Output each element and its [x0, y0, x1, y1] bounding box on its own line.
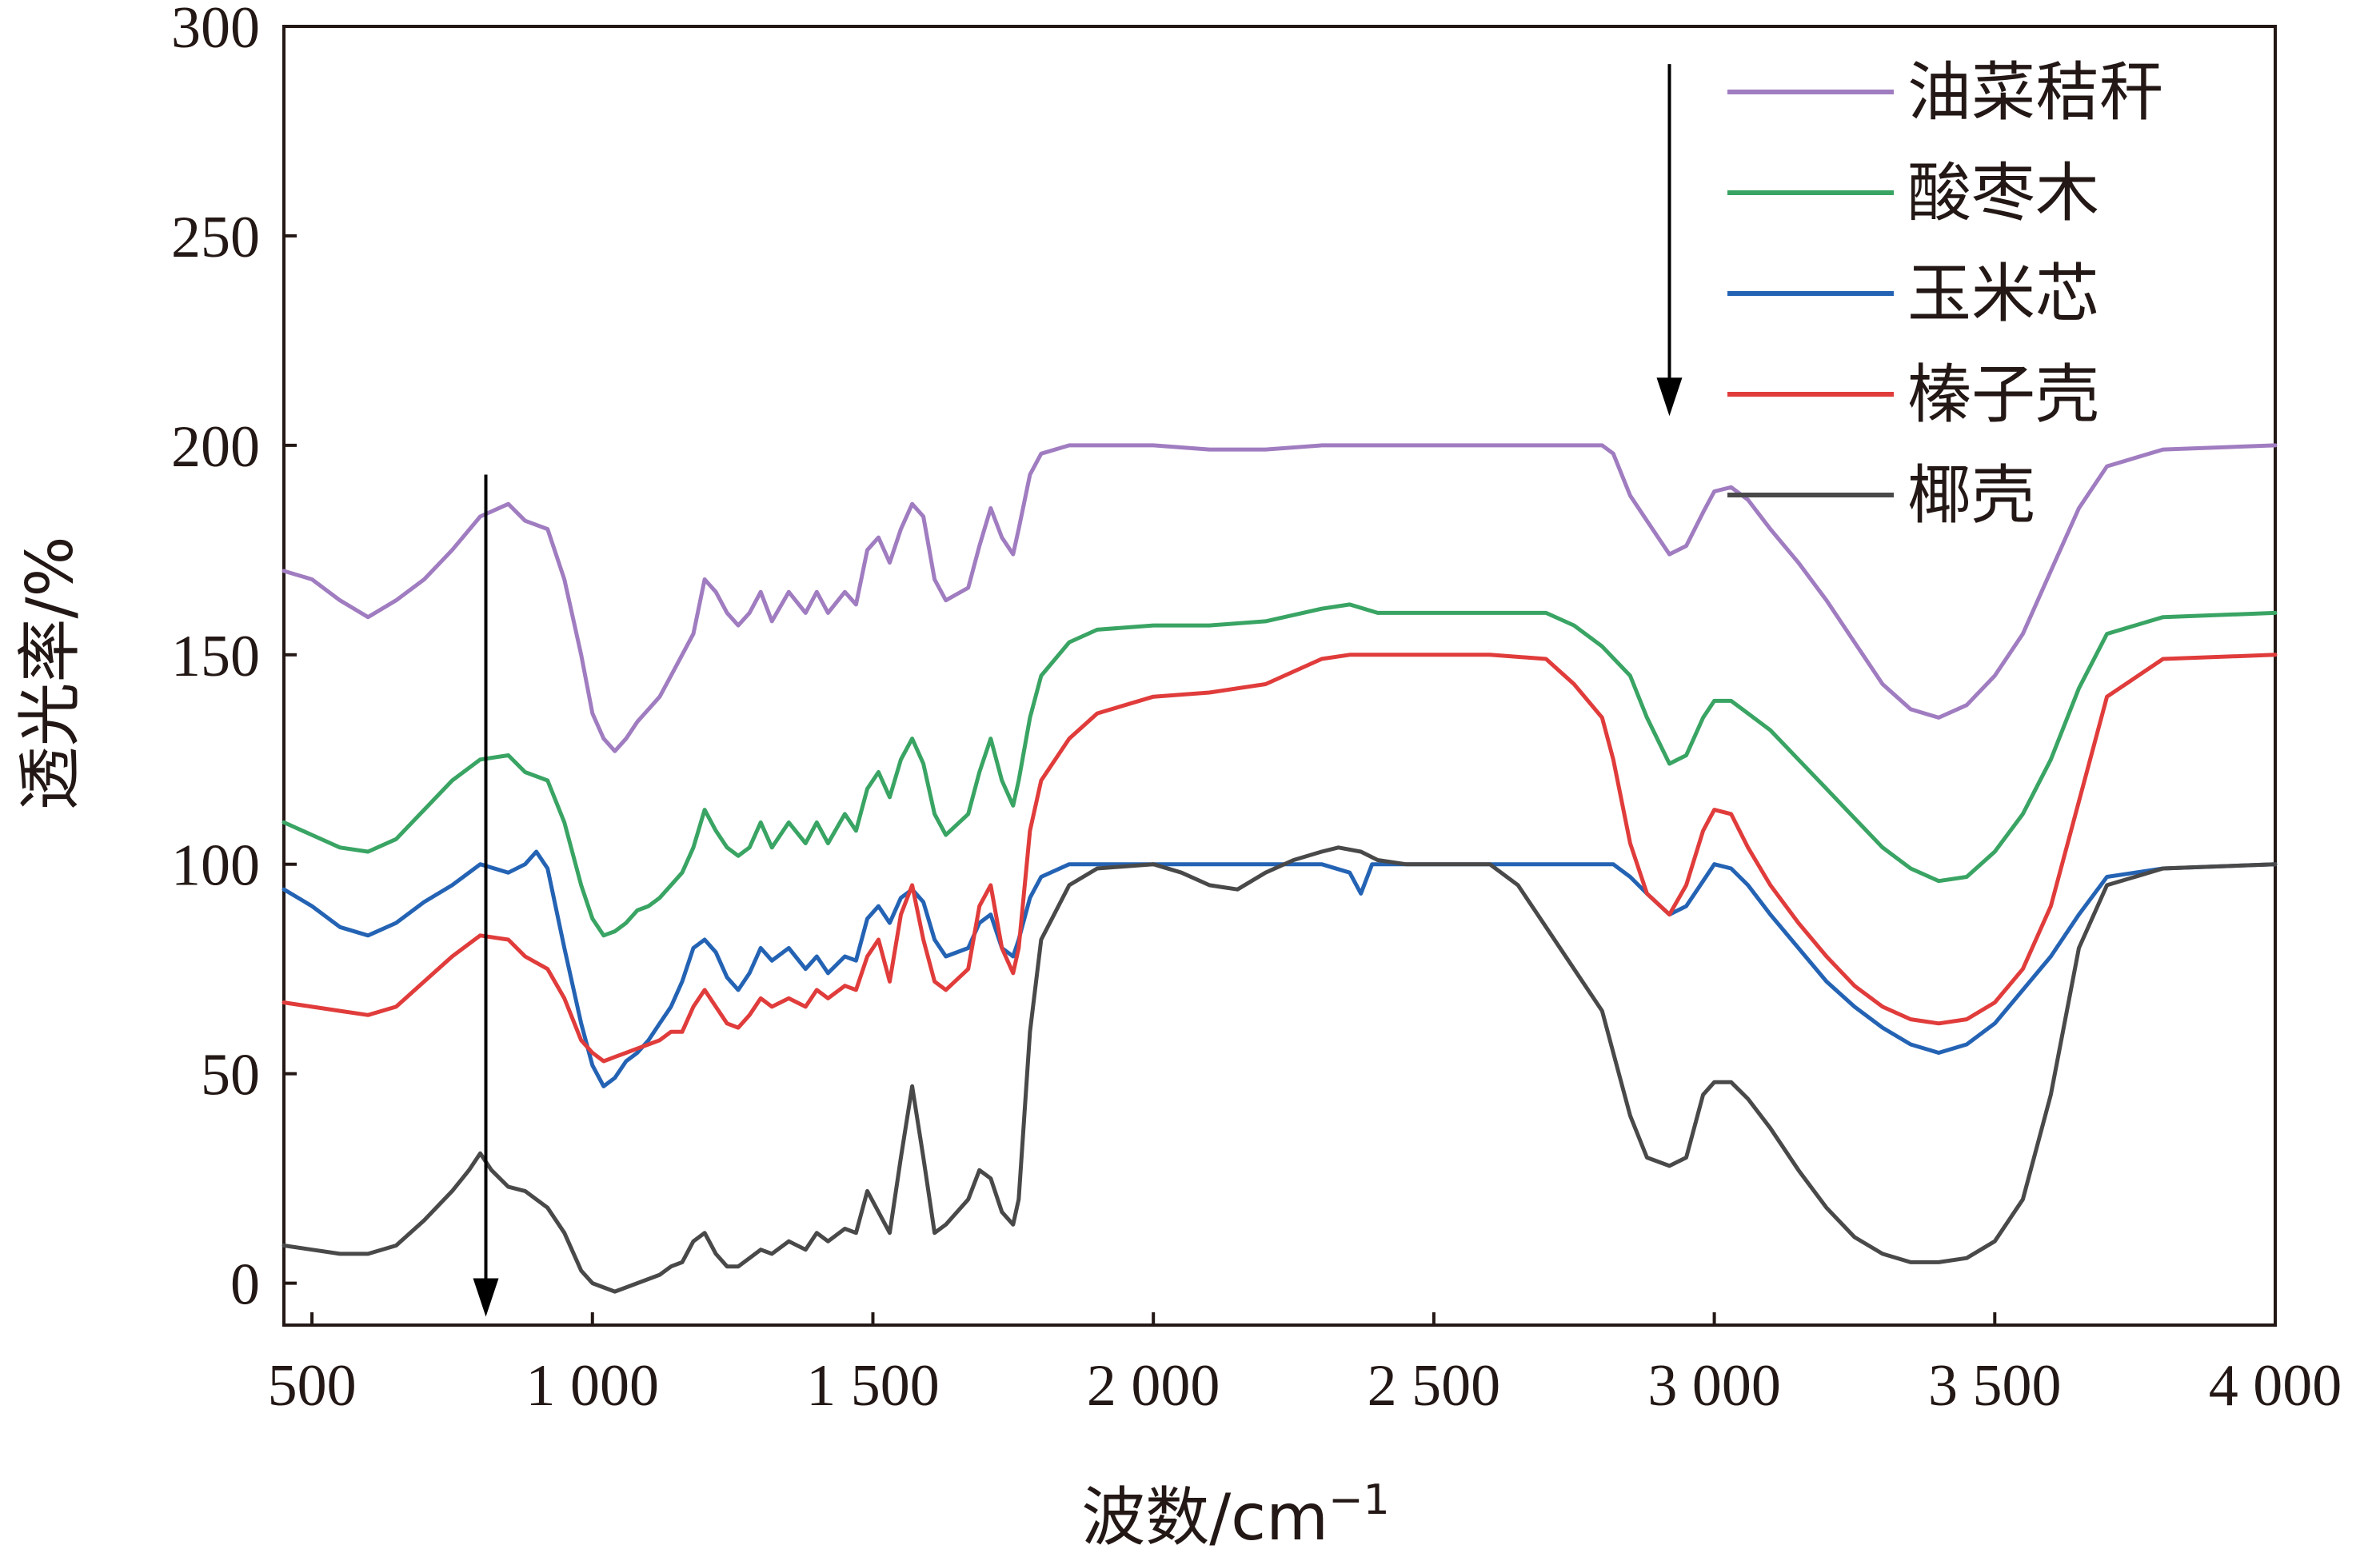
x-tick-label-3: 2 000: [1087, 1353, 1220, 1419]
x-tick-label-5: 3 000: [1647, 1353, 1781, 1419]
legend-label-3: 榛子壳: [1907, 357, 2099, 432]
x-axis-title-sup: −1: [1328, 1476, 1390, 1524]
x-tick-label-2: 1 500: [806, 1353, 940, 1419]
series-line-2: [282, 849, 2278, 1088]
y-tick-label-0: 0: [230, 1252, 260, 1318]
x-tick-label-1: 1 000: [526, 1353, 660, 1419]
x-tick-label-4: 2 500: [1368, 1353, 1501, 1419]
plot-frame: [282, 25, 2277, 1327]
x-tick-label-7: 4 000: [2209, 1353, 2342, 1419]
y-tick-label-6: 300: [171, 0, 260, 61]
y-tick-label-5: 250: [171, 205, 260, 270]
legend-label-1: 酸枣木: [1907, 156, 2099, 230]
y-tick-label-1: 50: [201, 1043, 260, 1108]
legend-label-0: 油菜秸秆: [1907, 55, 2163, 130]
y-axis-title: 透光率/%: [13, 537, 87, 811]
y-tick-label-4: 200: [171, 414, 260, 480]
series-group: [282, 443, 2278, 1294]
annotation-arrow-head-1: [1656, 377, 1683, 417]
series-line-4: [282, 845, 2278, 1294]
y-tick-label-2: 100: [171, 833, 260, 899]
x-axis-ticks: 500 1 000 1 500 2 000 2 500 3 000 3 500 4 000: [268, 1312, 2342, 1419]
series-line-3: [282, 653, 2278, 1064]
annotation-arrows: [473, 64, 1683, 1317]
x-axis-title-main: 波数/cm: [1081, 1480, 1328, 1555]
legend-label-2: 玉米芯: [1907, 257, 2099, 331]
x-axis-title: 波数/cm−1: [1081, 1476, 1390, 1555]
x-tick-label-6: 3 500: [1928, 1353, 2062, 1419]
x-tick-label-0: 500: [268, 1353, 357, 1419]
y-tick-label-3: 150: [171, 624, 260, 689]
series-line-1: [282, 602, 2278, 938]
y-axis-ticks: 0 50 100 150 200 250 300: [171, 0, 297, 1318]
series-line-0: [282, 443, 2278, 753]
legend-label-4: 椰壳: [1907, 458, 2035, 533]
annotation-arrow-head-0: [473, 1278, 499, 1317]
